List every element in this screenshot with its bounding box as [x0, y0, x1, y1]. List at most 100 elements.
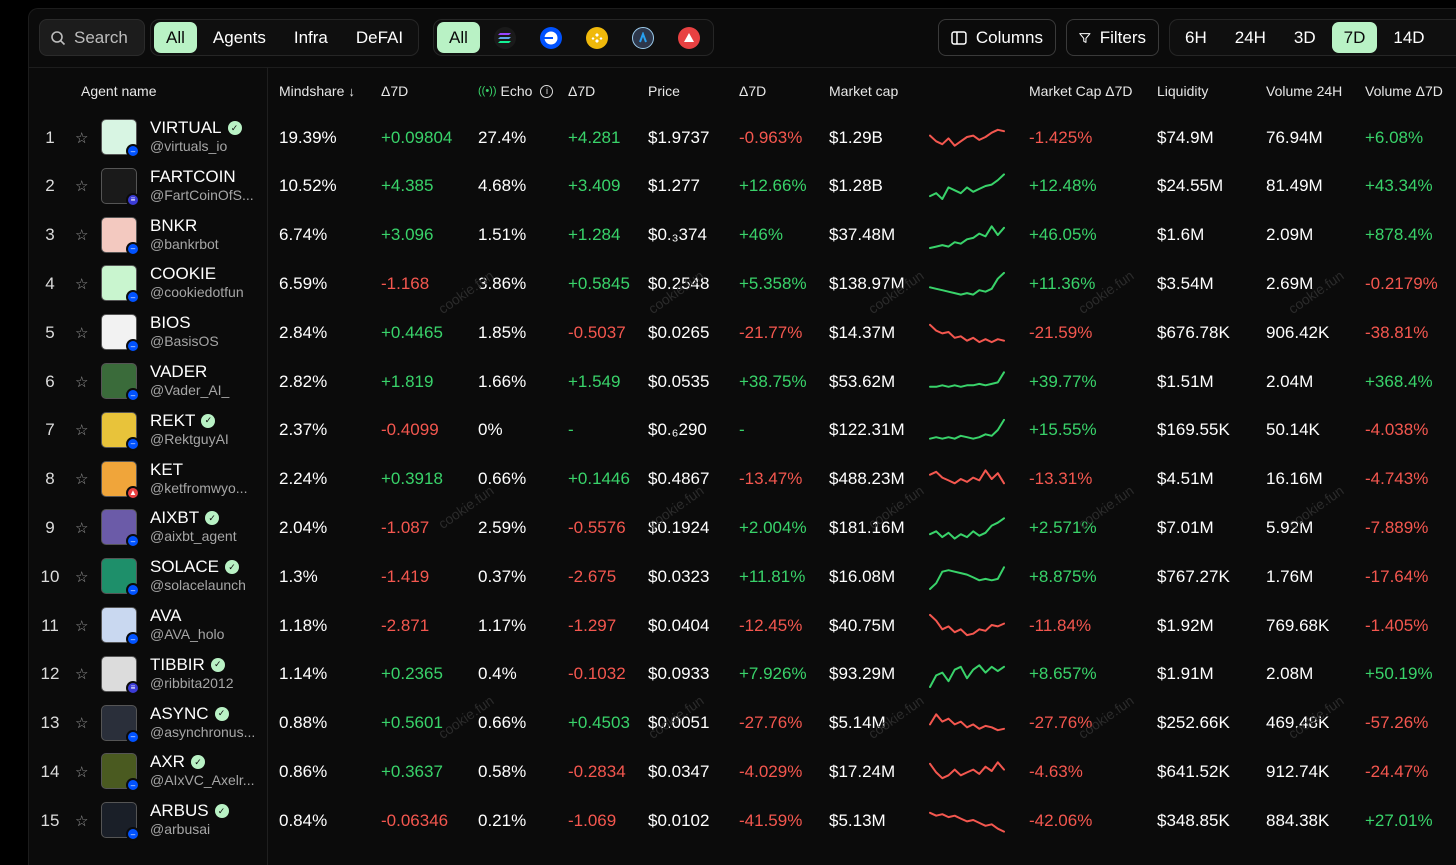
star-icon[interactable]: ☆: [75, 129, 89, 147]
cell-volume-24h: 50.14K: [1266, 420, 1320, 440]
base-icon: –: [126, 144, 140, 158]
table-row[interactable]: 9 ☆ – AIXBT ✓ @aixbt_agent 2.04% -1.087 2.59% -0.…: [29, 503, 1456, 552]
agent-name[interactable]: VIRTUAL ✓: [150, 118, 242, 138]
table-row[interactable]: 7 ☆ – REKT ✓ @RektguyAI 2.37% -0.4099 0% - $0.₆290…: [29, 406, 1456, 455]
agent-name[interactable]: ASYNC ✓: [150, 704, 229, 724]
table-row[interactable]: 3 ☆ – BNKR @bankrbot 6.74% +3.096 1.51% +1.284 $0…: [29, 211, 1456, 260]
timeframe-6h[interactable]: 6H: [1185, 27, 1207, 47]
star-icon[interactable]: ☆: [75, 568, 89, 586]
header-echo-delta[interactable]: Δ7D: [568, 83, 596, 99]
header-echo[interactable]: ((•)) Echo i: [478, 83, 554, 99]
star-icon[interactable]: ☆: [75, 471, 89, 489]
star-icon[interactable]: ☆: [75, 617, 89, 635]
star-icon[interactable]: ☆: [75, 519, 89, 537]
timeframe-24h[interactable]: 24H: [1234, 27, 1266, 47]
chain-solana[interactable]: [484, 22, 526, 53]
star-icon[interactable]: ☆: [75, 422, 89, 440]
cell-price-delta: -41.59%: [739, 810, 803, 830]
header-market-cap-delta[interactable]: Market Cap Δ7D: [1029, 83, 1133, 99]
table-row[interactable]: 6 ☆ – VADER @Vader_AI_ 2.82% +1.819 1.66% +1.549…: [29, 357, 1456, 406]
agent-name[interactable]: COOKIE: [150, 264, 216, 284]
agent-avatar: [101, 411, 137, 448]
agent-name[interactable]: AVA: [150, 606, 182, 626]
agent-name[interactable]: ARBUS ✓: [150, 801, 229, 821]
header-price-delta[interactable]: Δ7D: [739, 83, 767, 99]
table-row[interactable]: 4 ☆ – COOKIE @cookiedotfun 6.59% -1.168 3.86% +0…: [29, 259, 1456, 308]
star-icon[interactable]: ☆: [75, 373, 89, 391]
timeframe-3d[interactable]: 3D: [1293, 27, 1316, 47]
agent-name[interactable]: FARTCOIN: [150, 167, 236, 187]
agent-name[interactable]: SOLACE ✓: [150, 557, 239, 577]
cell-echo: 0%: [478, 420, 503, 440]
timeframe-14d[interactable]: 14D: [1393, 27, 1425, 47]
header-volume-delta[interactable]: Volume Δ7D: [1365, 83, 1443, 99]
header-mindshare-delta[interactable]: Δ7D: [381, 83, 409, 99]
header-volume-24h[interactable]: Volume 24H: [1266, 83, 1343, 99]
cell-market-cap-delta: +46.05%: [1029, 225, 1097, 245]
cell-market-cap: $138.97M: [829, 273, 905, 293]
category-infra[interactable]: Infra: [293, 27, 328, 47]
agent-name[interactable]: BNKR: [150, 216, 197, 236]
star-icon[interactable]: ☆: [75, 666, 89, 684]
market-cap-sparkline: [929, 272, 1005, 296]
agent-name[interactable]: AXR ✓: [150, 752, 205, 772]
timeframe-7d[interactable]: 7D: [1331, 22, 1378, 53]
agent-name[interactable]: AIXBT ✓: [150, 508, 220, 528]
cell-market-cap: $14.37M: [829, 322, 896, 342]
star-icon[interactable]: ☆: [75, 763, 89, 781]
agent-name[interactable]: VADER: [150, 362, 207, 382]
chain-all[interactable]: All: [437, 22, 480, 53]
table-row[interactable]: 13 ☆ – ASYNC ✓ @asynchronus... 0.88% +0.5601 0.6…: [29, 699, 1456, 748]
star-icon[interactable]: ☆: [75, 324, 89, 342]
cell-liquidity: $169.55K: [1157, 420, 1230, 440]
chain-base[interactable]: [530, 22, 572, 53]
star-icon[interactable]: ☆: [75, 227, 89, 245]
cell-price: $0.₆290: [648, 420, 707, 440]
agent-name-label: AVA: [150, 606, 182, 625]
filters-button[interactable]: Filters: [1066, 19, 1159, 56]
info-icon: i: [540, 84, 554, 98]
market-cap-sparkline: [929, 761, 1005, 780]
agent-name[interactable]: BIOS: [150, 313, 191, 333]
search-input[interactable]: Search: [39, 19, 145, 56]
table-row[interactable]: 15 ☆ – ARBUS ✓ @arbusai 0.84% -0.06346 0.21% -1.0…: [29, 796, 1456, 845]
search-placeholder: Search: [74, 27, 128, 47]
table-row[interactable]: 10 ☆ – SOLACE ✓ @solacelaunch 1.3% -1.419 0.37% -…: [29, 552, 1456, 601]
star-icon[interactable]: ☆: [75, 178, 89, 196]
header-market-cap[interactable]: Market cap: [829, 83, 899, 99]
chain-avalanche[interactable]: [668, 22, 710, 53]
category-all[interactable]: All: [154, 22, 197, 53]
chain-arbitrum[interactable]: [622, 22, 664, 53]
header-liquidity[interactable]: Liquidity: [1157, 83, 1209, 99]
cell-mindshare-delta: +0.2365: [381, 664, 443, 684]
header-mindshare[interactable]: Mindshare ↓: [279, 83, 355, 99]
category-agents[interactable]: Agents: [212, 27, 266, 47]
header-agent-name[interactable]: Agent name: [81, 83, 157, 99]
table-row[interactable]: 8 ☆ ▲ KET @ketfromwyo... 2.24% +0.3918 0.66% +0.…: [29, 455, 1456, 504]
table-row[interactable]: 5 ☆ – BIOS @BasisOS 2.84% +0.4465 1.85% -0.5037 $…: [29, 308, 1456, 357]
agent-name[interactable]: KET: [150, 460, 183, 480]
chain-bnb[interactable]: [576, 22, 618, 53]
table-row[interactable]: 1 ☆ – VIRTUAL ✓ @virtuals_io 19.39% +0.09804 27.…: [29, 113, 1456, 162]
search-icon: [51, 30, 66, 45]
base-icon: –: [126, 827, 140, 842]
agent-avatar: [101, 607, 137, 643]
cell-volume-delta: +6.08%: [1365, 127, 1424, 147]
agent-name[interactable]: TIBBIR ✓: [150, 655, 225, 675]
agent-name[interactable]: REKT ✓: [150, 411, 216, 431]
cell-mindshare: 0.86%: [279, 761, 328, 781]
star-icon[interactable]: ☆: [75, 715, 89, 733]
table-row[interactable]: 11 ☆ – AVA @AVA_holo 1.18% -2.871 1.17% -1.297 $0…: [29, 601, 1456, 650]
rank-number: 14: [40, 761, 60, 781]
table-row[interactable]: 12 ☆ ≡ TIBBIR ✓ @ribbita2012 1.14% +0.2365 0.4% -…: [29, 650, 1456, 699]
star-icon[interactable]: ☆: [75, 812, 89, 830]
table-row[interactable]: 14 ☆ – AXR ✓ @AIxVC_Axelr... 0.86% +0.3637 0.58%…: [29, 747, 1456, 796]
category-defai[interactable]: DeFAI: [355, 27, 404, 47]
star-icon[interactable]: ☆: [75, 275, 89, 293]
cell-market-cap-delta: -11.84%: [1029, 615, 1092, 635]
cell-volume-delta: +50.19%: [1365, 664, 1433, 684]
table-row[interactable]: 2 ☆ ≡ FARTCOIN @FartCoinOfS... 10.52% +4.385 4.…: [29, 162, 1456, 211]
columns-button[interactable]: Columns: [938, 19, 1056, 56]
cell-volume-24h: 469.48K: [1266, 713, 1330, 733]
header-price[interactable]: Price: [648, 83, 680, 99]
